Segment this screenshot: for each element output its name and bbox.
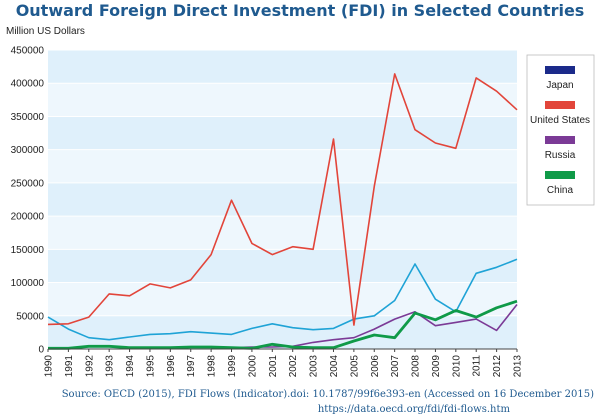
x-tick-label: 2011 (472, 355, 483, 377)
y-tick-label: 100000 (11, 278, 45, 289)
x-tick-label: 1993 (105, 355, 116, 378)
x-tick-label: 1992 (84, 355, 95, 378)
plot-band (48, 149, 517, 183)
x-ticks: 1990 1991 1992 1993 1994 1995 1996 1997 1998 1999… (44, 349, 524, 377)
x-tick-label: 2005 (349, 355, 360, 378)
legend-swatch (545, 66, 575, 74)
y-tick-label: 250000 (11, 178, 45, 189)
plot-band (48, 216, 517, 250)
x-tick-label: 1991 (64, 355, 75, 378)
y-tick-label: 400000 (11, 79, 45, 90)
y-tick-label: 450000 (11, 46, 45, 57)
plot-band (48, 282, 517, 316)
x-tick-label: 1994 (125, 355, 136, 378)
x-tick-label: 1999 (227, 355, 238, 378)
x-tick-label: 2008 (411, 355, 422, 378)
x-tick-label: 2012 (492, 355, 503, 378)
plot-stripes (48, 83, 517, 316)
x-tick-label: 1996 (166, 355, 177, 378)
legend-swatch (545, 171, 575, 179)
x-tick-label: 2007 (390, 355, 401, 378)
series-line-china (48, 299, 518, 350)
legend-box (526, 54, 595, 206)
chart-title: Outward Foreign Direct Investment (FDI) … (15, 1, 585, 20)
x-tick-label: 2004 (329, 355, 340, 378)
x-tick-label: 2000 (247, 355, 258, 378)
x-tick-label: 1998 (207, 355, 218, 378)
legend-label: Russia (545, 150, 576, 161)
x-tick-label: 1997 (186, 355, 197, 378)
legend-label: China (547, 185, 574, 196)
y-tick-label: 350000 (11, 112, 45, 123)
plot-band (48, 83, 517, 117)
legend-swatch (545, 136, 575, 144)
y-tick-label: 50000 (16, 311, 44, 322)
y-tick-label: 200000 (11, 212, 45, 223)
series-lines (47, 73, 518, 350)
y-tick-label: 150000 (11, 245, 45, 256)
series-line-japan (47, 258, 518, 341)
source-citation: Source: OECD (2015), FDI Flows (Indicato… (61, 389, 594, 400)
x-tick-label: 2010 (451, 355, 462, 378)
legend: Japan United States Russia China (526, 54, 595, 206)
legend-label: Japan (546, 80, 573, 91)
x-tick-label: 2013 (513, 355, 524, 378)
y-tick-label: 0 (38, 345, 44, 356)
y-tick-label: 300000 (11, 145, 45, 156)
x-tick-label: 1995 (145, 355, 156, 378)
x-tick-label: 2006 (370, 355, 381, 378)
x-tick-label: 2002 (288, 355, 299, 378)
y-ticks: 0 50000 100000 150000 200000 250000 300000 3500… (11, 46, 45, 356)
source-url: https://data.oecd.org/fdi/fdi-flows.htm (317, 404, 510, 415)
y-axis-label: Million US Dollars (6, 26, 85, 37)
legend-label: United States (530, 115, 590, 126)
series-line-united-states (47, 73, 518, 326)
x-tick-label: 2003 (309, 355, 320, 378)
x-tick-label: 1990 (44, 355, 55, 378)
x-tick-label: 2009 (431, 355, 442, 378)
x-tick-label: 2001 (268, 355, 279, 378)
legend-swatch (545, 101, 575, 109)
